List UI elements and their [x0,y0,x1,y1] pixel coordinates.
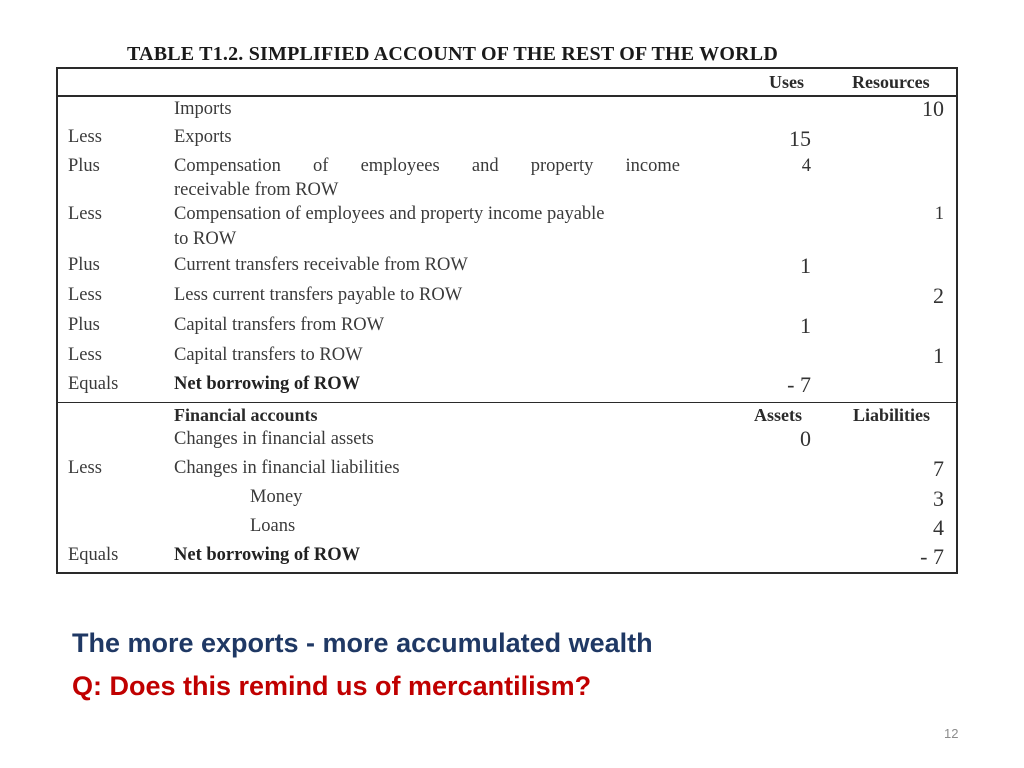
row-label-imports: Imports [174,99,232,119]
assets-value-changes-financial-assets: 0 [800,426,811,451]
assets-column-header: Assets [754,405,802,425]
row-prefix: Less [68,127,102,147]
resources-value-capital-transfers-to: 1 [933,343,944,368]
caption-question: Q: Does this remind us of mercantilism? [72,671,592,701]
row-label-compensation-receivable-line2: receivable from ROW [174,180,339,200]
row-label-exports: Exports [174,127,232,147]
row-label-compensation-receivable-line1: Compensation of employees and property i… [174,156,680,176]
row-prefix: Less [68,285,102,305]
row-prefix: Less [68,345,102,365]
row-label-current-transfers-receivable: Current transfers receivable from ROW [174,255,468,275]
row-prefix: Plus [68,255,100,275]
resources-value-current-transfers-payable: 2 [933,283,944,308]
row-label-loans: Loans [250,516,296,536]
row-label-compensation-payable-line1: Compensation of employees and property i… [174,204,605,224]
row-prefix: Less [68,204,102,224]
liabilities-value-changes-financial-liabilities: 7 [933,456,944,481]
row-label-changes-financial-liabilities: Changes in financial liabilities [174,458,400,478]
uses-value-exports: 15 [789,126,811,151]
row-label-changes-financial-assets: Changes in financial assets [174,429,374,449]
financial-accounts-heading: Financial accounts [174,405,318,425]
row-prefix: Plus [68,156,100,176]
row-label-capital-transfers-to: Capital transfers to ROW [174,345,363,365]
page-number: 12 [944,726,959,741]
uses-value-compensation-receivable: 4 [801,156,811,176]
liabilities-value-loans: 4 [933,515,944,540]
row-label-compensation-payable-line2: to ROW [174,229,237,249]
resources-column-header: Resources [852,72,930,92]
row-prefix: Less [68,458,102,478]
table-title: TABLE T1.2. SIMPLIFIED ACCOUNT OF THE RE… [127,43,778,65]
row-label-money: Money [250,487,303,507]
liabilities-column-header: Liabilities [853,405,931,425]
header-divider [58,95,956,97]
row-label-current-transfers-payable: Less current transfers payable to ROW [174,285,463,305]
row-prefix: Equals [68,545,119,565]
row-prefix: Plus [68,315,100,335]
uses-value-net-borrowing: - 7 [787,372,811,397]
uses-column-header: Uses [769,72,804,92]
resources-value-compensation-payable: 1 [934,204,944,224]
uses-value-current-transfers-receivable: 1 [800,253,811,278]
row-label-net-borrowing-financial: Net borrowing of ROW [174,545,361,565]
liabilities-value-net-borrowing: - 7 [920,544,944,569]
row-prefix: Equals [68,374,119,394]
resources-value-imports: 10 [922,96,944,121]
uses-value-capital-transfers-from: 1 [800,313,811,338]
row-label-capital-transfers-from: Capital transfers from ROW [174,315,385,335]
caption-statement: The more exports - more accumulated weal… [72,628,653,658]
row-label-net-borrowing: Net borrowing of ROW [174,374,361,394]
financial-section-divider [58,402,956,403]
liabilities-value-money: 3 [933,486,944,511]
rest-of-world-account-table: Uses Resources Imports 10 Less Exports 1… [56,67,958,574]
